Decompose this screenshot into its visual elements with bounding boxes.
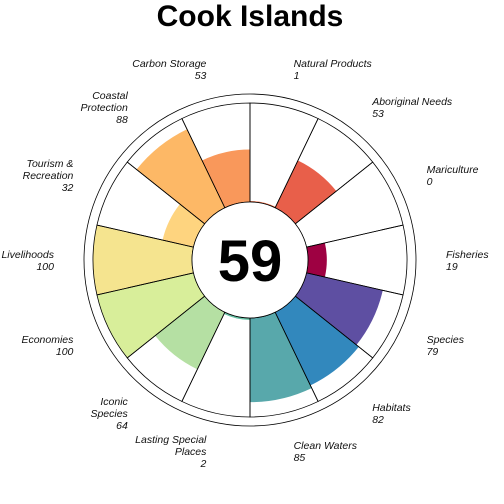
petal-economies — [96, 272, 205, 358]
label-text-tourism-recreation: Tourism & — [27, 158, 74, 170]
label-value-aboriginal-needs: 53 — [372, 108, 384, 120]
label-habitats: Habitats 82 — [372, 402, 411, 426]
petals-group — [93, 129, 383, 403]
label-value-species: 79 — [427, 346, 439, 358]
label-mariculture: Mariculture 0 — [427, 164, 479, 188]
label-text-lasting-special-places: Lasting Special — [135, 434, 207, 446]
label-fisheries: Fisheries 19 — [446, 249, 489, 273]
label-text-clean-waters: Clean Waters — [294, 440, 358, 452]
label-text-coastal-protection: Protection — [81, 102, 128, 114]
label-economies: Economies 100 — [21, 334, 74, 358]
label-value-tourism-recreation: 32 — [62, 182, 74, 194]
petal-coastal-protection — [136, 129, 225, 224]
label-text-mariculture: Mariculture — [427, 164, 479, 176]
label-natural-products: Natural Products 1 — [294, 58, 373, 82]
petal-habitats — [275, 296, 359, 386]
petal-tourism-recreation — [162, 204, 205, 248]
label-value-lasting-special-places: 2 — [200, 458, 207, 470]
chart-title: Cook Islands — [157, 0, 344, 33]
petal-carbon-storage — [202, 149, 250, 208]
label-text-tourism-recreation: Recreation — [23, 170, 74, 182]
label-value-iconic-species: 64 — [116, 420, 128, 432]
label-text-natural-products: Natural Products — [294, 58, 373, 70]
label-text-iconic-species: Species — [90, 408, 128, 420]
label-value-fisheries: 19 — [446, 261, 458, 273]
petal-fisheries — [306, 242, 327, 278]
label-text-fisheries: Fisheries — [446, 249, 489, 261]
label-text-lasting-special-places: Places — [175, 446, 207, 458]
petal-clean-waters — [250, 312, 312, 403]
petal-lasting-special-places — [223, 312, 250, 320]
label-livelihoods: Livelihoods 100 — [1, 249, 54, 273]
outer-ring — [83, 93, 417, 427]
label-iconic-species: Iconic Species 64 — [90, 396, 128, 432]
label-carbon-storage: Carbon Storage 53 — [132, 58, 206, 82]
label-species: Species 79 — [427, 334, 465, 358]
label-text-livelihoods: Livelihoods — [1, 249, 54, 261]
label-clean-waters: Clean Waters 85 — [294, 440, 358, 464]
label-value-coastal-protection: 88 — [116, 114, 128, 126]
label-value-mariculture: 0 — [427, 176, 433, 188]
label-value-economies: 100 — [56, 346, 74, 358]
label-tourism-recreation: Tourism & Recreation 32 — [23, 158, 74, 194]
petal-species — [295, 272, 383, 345]
center-hole — [191, 201, 309, 319]
label-text-coastal-protection: Coastal — [92, 90, 128, 102]
petal-livelihoods — [93, 225, 194, 295]
label-value-livelihoods: 100 — [36, 261, 54, 273]
label-value-clean-waters: 85 — [294, 452, 306, 464]
label-text-economies: Economies — [21, 334, 74, 346]
label-value-habitats: 82 — [372, 414, 384, 426]
label-value-carbon-storage: 53 — [195, 70, 207, 82]
label-text-species: Species — [427, 334, 465, 346]
petal-iconic-species — [155, 296, 225, 370]
overall-score: 59 — [218, 229, 283, 294]
label-text-aboriginal-needs: Aboriginal Needs — [371, 96, 453, 108]
label-text-carbon-storage: Carbon Storage — [132, 58, 206, 70]
label-coastal-protection: Coastal Protection 88 — [81, 90, 129, 126]
label-text-iconic-species: Iconic — [100, 396, 128, 408]
label-aboriginal-needs: Aboriginal Needs 53 — [371, 96, 453, 120]
label-lasting-special-places: Lasting Special Places 2 — [135, 434, 207, 470]
label-text-habitats: Habitats — [372, 402, 411, 414]
label-value-natural-products: 1 — [294, 70, 300, 82]
